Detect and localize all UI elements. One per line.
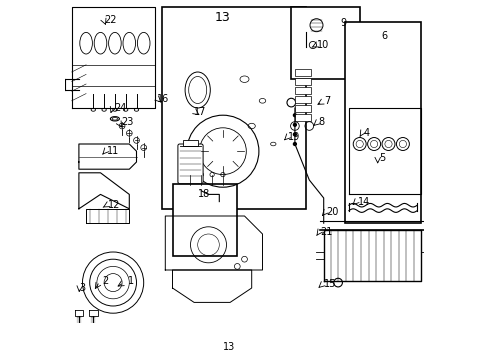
Circle shape bbox=[293, 123, 296, 126]
Text: 1: 1 bbox=[127, 276, 133, 286]
Circle shape bbox=[293, 114, 296, 117]
Text: 14: 14 bbox=[357, 197, 369, 207]
Text: 23: 23 bbox=[121, 117, 133, 127]
Text: 12: 12 bbox=[107, 200, 120, 210]
Text: 18: 18 bbox=[197, 189, 209, 199]
Text: 8: 8 bbox=[318, 117, 324, 127]
Text: 20: 20 bbox=[326, 207, 338, 217]
Bar bbox=[294, 114, 310, 121]
Bar bbox=[294, 78, 310, 85]
Text: 22: 22 bbox=[104, 15, 116, 25]
Text: 19: 19 bbox=[288, 132, 300, 142]
Text: 4: 4 bbox=[363, 128, 368, 138]
Bar bbox=[183, 140, 197, 146]
Text: 3: 3 bbox=[80, 283, 85, 293]
Text: 7: 7 bbox=[323, 96, 329, 106]
Text: 17: 17 bbox=[194, 107, 206, 117]
Bar bbox=[345, 22, 420, 223]
Circle shape bbox=[293, 133, 296, 136]
Text: 9: 9 bbox=[340, 18, 346, 28]
Text: 5: 5 bbox=[379, 153, 385, 163]
Bar bbox=[162, 7, 305, 209]
Text: 10: 10 bbox=[316, 40, 328, 50]
Text: 16: 16 bbox=[157, 94, 169, 104]
Text: 13: 13 bbox=[215, 11, 230, 24]
Text: 13: 13 bbox=[223, 342, 235, 352]
Bar bbox=[172, 184, 237, 256]
FancyBboxPatch shape bbox=[178, 144, 203, 184]
Text: 24: 24 bbox=[114, 103, 126, 113]
Bar bbox=[294, 96, 310, 103]
Bar bbox=[291, 7, 359, 79]
Bar bbox=[294, 105, 310, 112]
Text: 11: 11 bbox=[107, 146, 119, 156]
Bar bbox=[294, 87, 310, 94]
Text: 2: 2 bbox=[102, 276, 108, 286]
Circle shape bbox=[293, 143, 296, 145]
Bar bbox=[294, 69, 310, 76]
Text: 21: 21 bbox=[320, 227, 332, 237]
Text: 15: 15 bbox=[323, 279, 335, 289]
Text: 6: 6 bbox=[381, 31, 386, 41]
